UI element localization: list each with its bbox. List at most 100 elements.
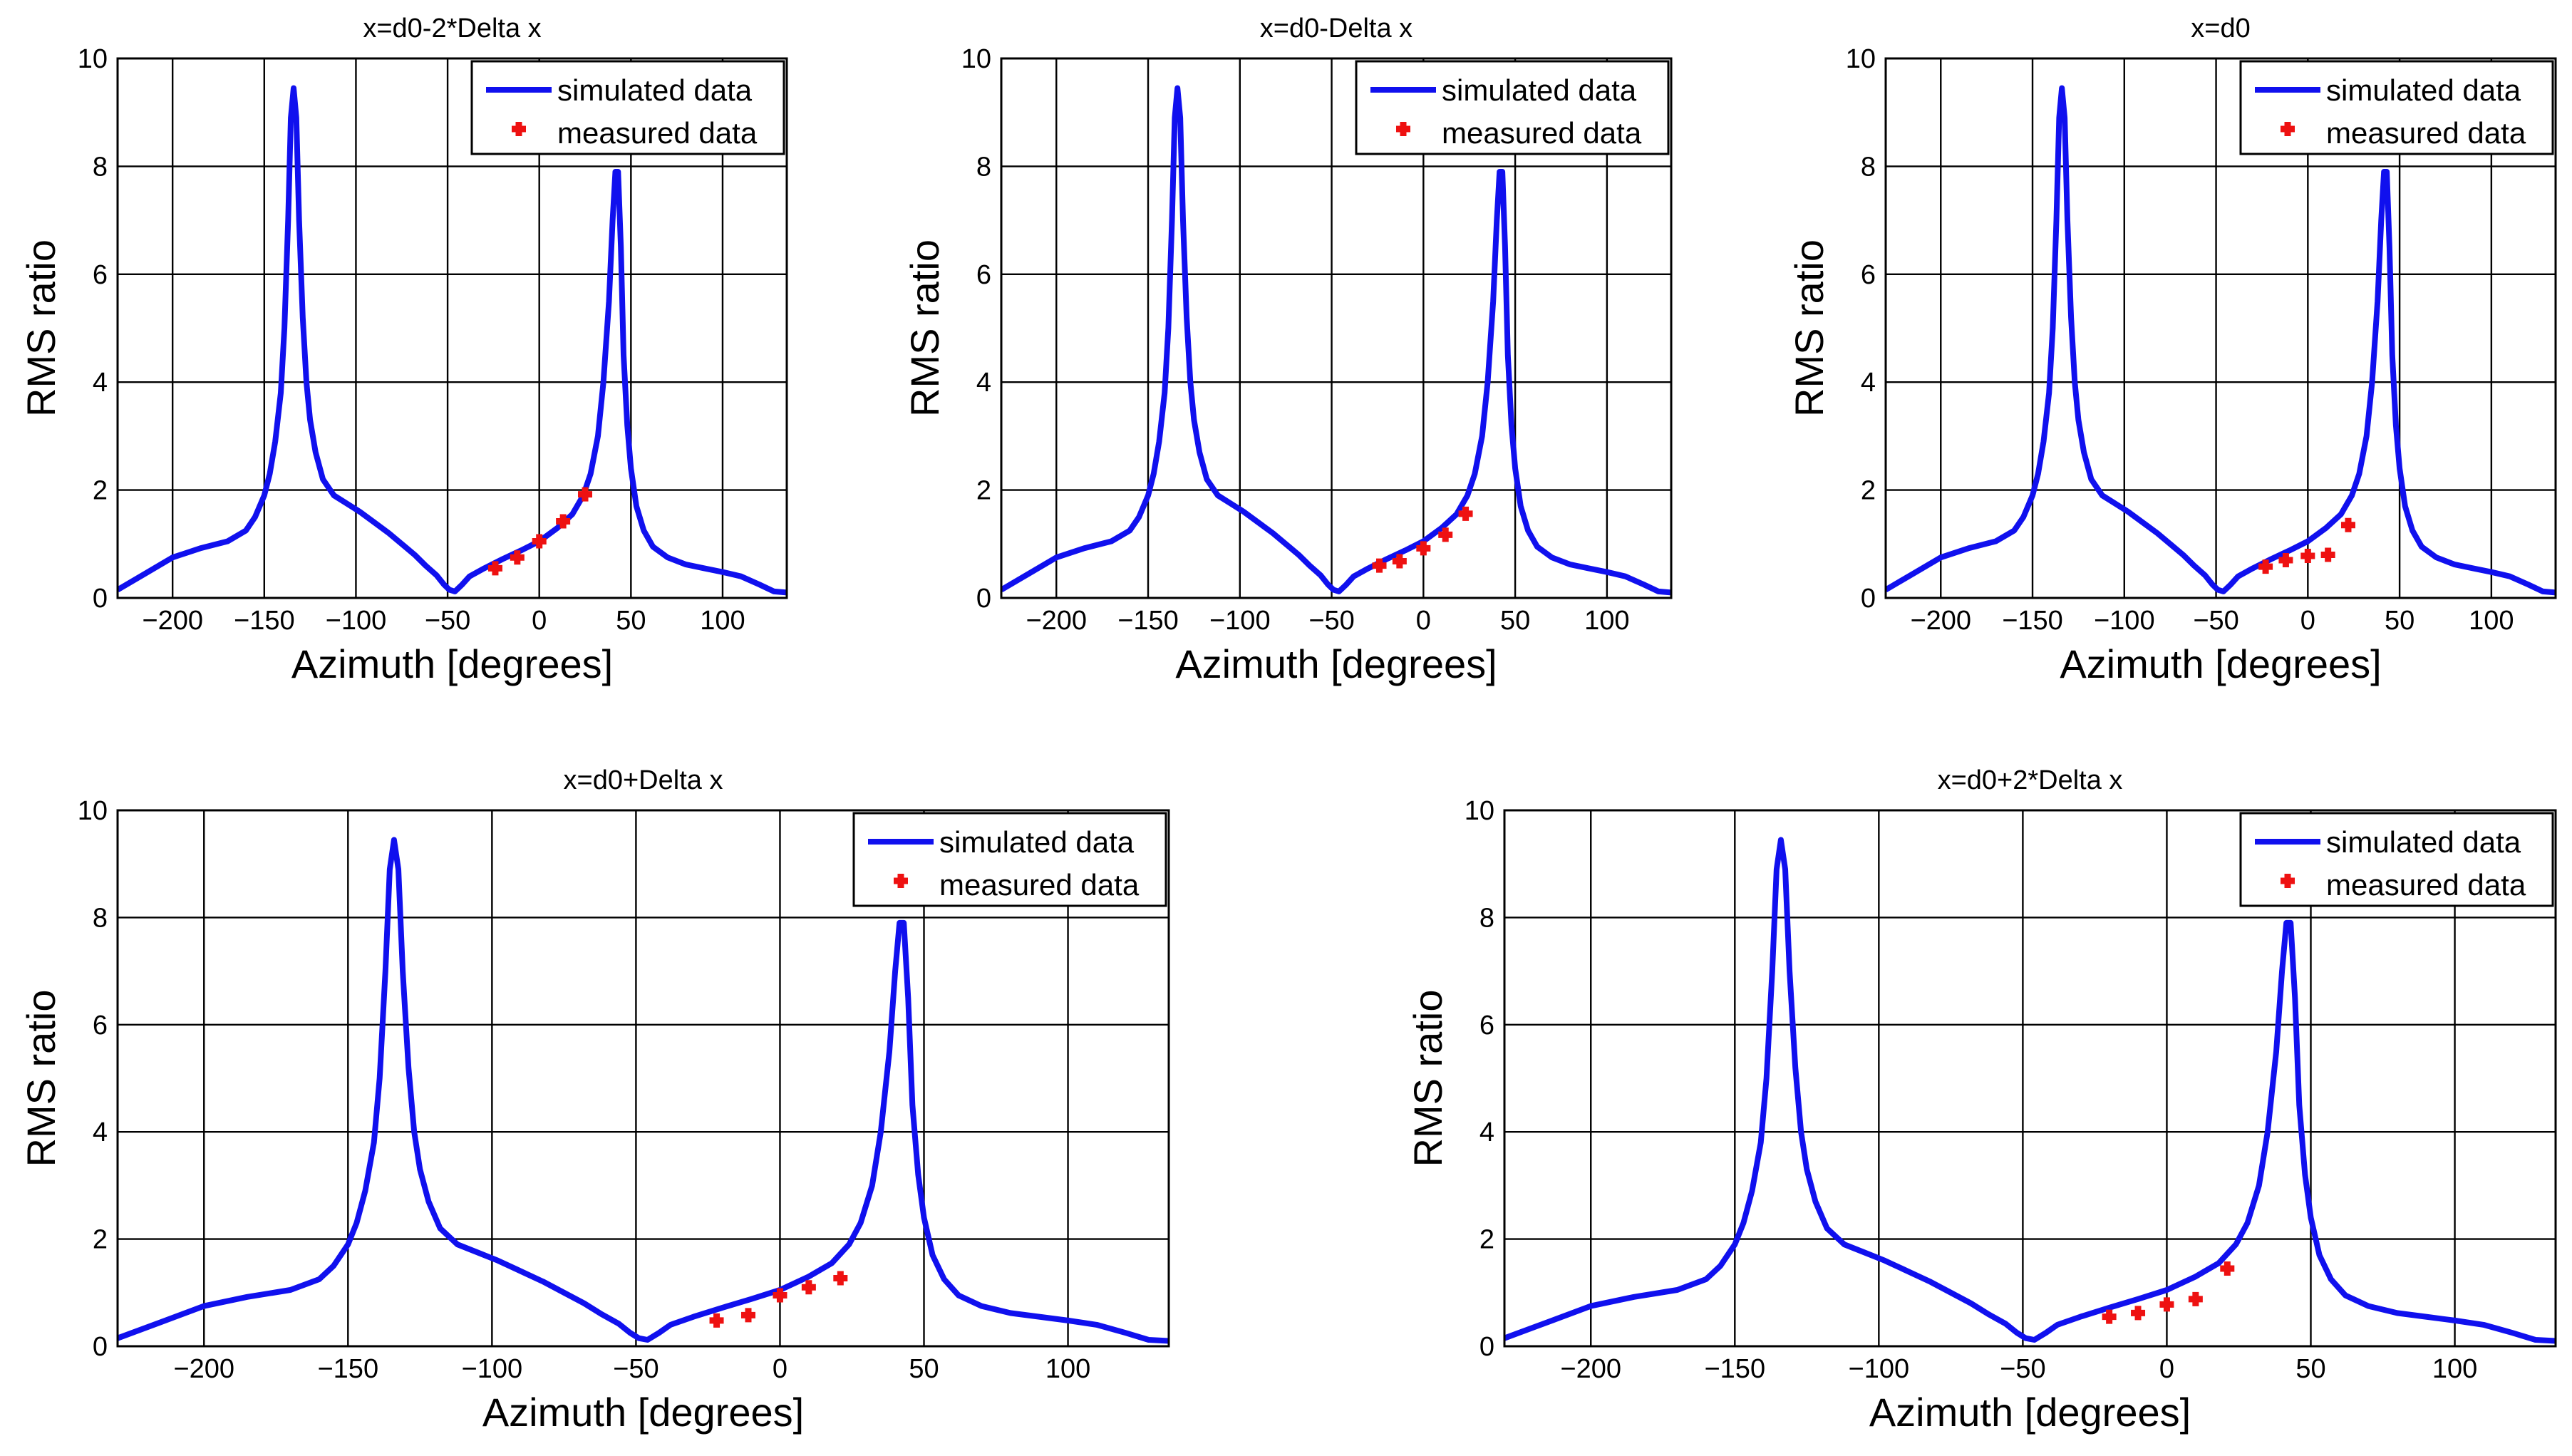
y-tick-label: 0 — [1479, 1332, 1494, 1362]
legend-marker-swatch — [894, 874, 908, 888]
measured-data-point — [709, 1313, 724, 1328]
x-tick-label: −200 — [142, 606, 203, 636]
simulated-data-line — [1886, 85, 2556, 596]
y-tick-label: 10 — [78, 796, 108, 826]
simulated-data-line — [118, 85, 787, 596]
measured-data-point — [801, 1280, 816, 1295]
x-tick-label: −200 — [173, 1354, 234, 1384]
chart-panel-3: −200 −150 −100 −50 0 50 100 0 2 4 6 8 10 x=d0 Azimuth … — [1787, 14, 2557, 686]
measured-data-point — [487, 561, 502, 576]
x-tick-label: 100 — [1584, 606, 1629, 636]
x-tick-label: −200 — [1026, 606, 1087, 636]
x-tick-label: −50 — [2193, 606, 2238, 636]
y-axis-label: RMS ratio — [1405, 990, 1450, 1167]
chart-title: x=d0-2*Delta x — [363, 14, 541, 43]
x-tick-label: −200 — [1560, 1354, 1621, 1384]
x-tick-label: −50 — [1308, 606, 1354, 636]
x-tick-label: 0 — [2300, 606, 2315, 636]
legend-marker-swatch — [2281, 874, 2295, 888]
y-tick-label: 10 — [1465, 796, 1494, 826]
legend-label-simulated: simulated data — [2326, 825, 2521, 859]
y-tick-label: 8 — [1861, 152, 1876, 182]
measured-data-point — [741, 1308, 755, 1323]
y-tick-label: 10 — [961, 44, 991, 74]
legend-box — [2239, 60, 2554, 155]
chart-title: x=d0 — [2191, 14, 2250, 43]
y-tick-label: 2 — [1479, 1225, 1494, 1255]
measured-data-point — [2258, 559, 2273, 574]
x-tick-label: −200 — [1910, 606, 1971, 636]
x-tick-label: 100 — [1045, 1354, 1090, 1384]
legend-box — [2239, 812, 2554, 907]
legend-box — [470, 60, 785, 155]
plot-frame — [1000, 57, 1673, 599]
x-axis-label: Azimuth [degrees] — [291, 641, 613, 686]
measured-data-point — [1458, 506, 1473, 521]
measured-data-point — [2278, 553, 2293, 568]
chart-title: x=d0-Delta x — [1260, 14, 1412, 43]
y-tick-label: 6 — [976, 260, 991, 290]
legend-box — [1355, 60, 1670, 155]
x-tick-label: −50 — [2000, 1354, 2045, 1384]
x-tick-label: 100 — [2432, 1354, 2477, 1384]
chart-panel-1: −200 −150 −100 −50 0 50 100 0 2 4 6 8 10 x=d0-2*Delta… — [19, 14, 788, 686]
legend-label-simulated: simulated data — [1442, 73, 1637, 107]
x-tick-label: 50 — [2295, 1354, 2325, 1384]
y-tick-label: 6 — [93, 260, 108, 290]
measured-data-point — [1392, 554, 1407, 569]
x-tick-label: −100 — [2094, 606, 2155, 636]
y-tick-label: 2 — [1861, 476, 1876, 506]
measured-data-point — [2131, 1306, 2146, 1321]
measured-data-point — [578, 487, 593, 502]
x-tick-label: −100 — [1209, 606, 1271, 636]
measured-data-point — [2300, 548, 2315, 563]
legend-label-simulated: simulated data — [557, 73, 753, 107]
measured-data-point — [773, 1288, 787, 1303]
x-tick-label: 0 — [2159, 1354, 2174, 1384]
y-tick-label: 6 — [1861, 260, 1876, 290]
x-tick-label: 50 — [1500, 606, 1530, 636]
chart-title: x=d0+2*Delta x — [1938, 765, 2123, 795]
y-tick-label: 6 — [1479, 1011, 1494, 1041]
y-tick-label: 2 — [976, 476, 991, 506]
measured-data-point — [2188, 1291, 2203, 1306]
measured-data-point — [532, 534, 547, 549]
x-tick-label: 0 — [773, 1354, 787, 1384]
legend-label-simulated: simulated data — [2326, 73, 2521, 107]
measured-data-point — [2159, 1297, 2174, 1312]
y-tick-label: 0 — [1861, 584, 1876, 614]
y-axis-label: RMS ratio — [19, 239, 63, 417]
plot-frame — [116, 809, 1170, 1348]
y-tick-label: 10 — [78, 44, 108, 74]
legend-box — [852, 812, 1167, 907]
legend-marker-swatch — [512, 122, 526, 136]
x-tick-label: −150 — [2002, 606, 2063, 636]
measured-data-point — [2102, 1309, 2117, 1324]
legend-label-measured: measured data — [2326, 868, 2526, 902]
x-axis-label: Azimuth [degrees] — [1869, 1390, 2191, 1435]
legend-label-measured: measured data — [939, 868, 1140, 902]
y-axis-label: RMS ratio — [902, 239, 947, 417]
measured-data-point — [556, 514, 571, 529]
chart-panel-4: −200 −150 −100 −50 0 50 100 0 2 4 6 8 10 x=d0+Delta x… — [19, 765, 1170, 1435]
x-tick-label: −150 — [234, 606, 295, 636]
y-axis-label: RMS ratio — [19, 990, 63, 1167]
chart-panel-5: −200 −150 −100 −50 0 50 100 0 2 4 6 8 10 x=d0+2*Delta… — [1405, 765, 2557, 1435]
y-tick-label: 0 — [93, 584, 108, 614]
plot-frame — [116, 57, 788, 599]
legend-label-measured: measured data — [557, 116, 758, 150]
y-tick-label: 8 — [1479, 903, 1494, 933]
y-axis-label: RMS ratio — [1787, 239, 1832, 417]
y-tick-label: 2 — [93, 476, 108, 506]
y-tick-label: 2 — [93, 1225, 108, 1255]
y-tick-label: 4 — [976, 368, 991, 398]
y-tick-label: 4 — [93, 368, 108, 398]
x-tick-label: −150 — [1704, 1354, 1765, 1384]
y-tick-label: 4 — [1861, 368, 1876, 398]
x-tick-label: −100 — [326, 606, 387, 636]
legend: simulated data measured data — [2239, 60, 2554, 155]
measured-data-point — [1438, 527, 1453, 542]
measured-data-point — [2220, 1261, 2235, 1276]
plot-frame — [1503, 809, 2557, 1348]
measured-data-point — [2340, 517, 2355, 532]
